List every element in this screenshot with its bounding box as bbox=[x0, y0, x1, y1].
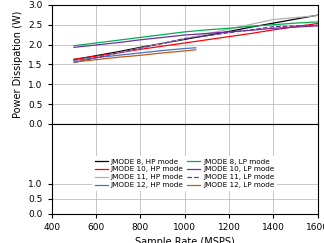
JMODE 8, HP mode bbox=[294, 18, 297, 21]
JMODE 12, HP mode bbox=[116, 54, 120, 57]
JMODE 11, LP mode bbox=[271, 25, 275, 28]
JMODE 10, HP mode bbox=[249, 32, 253, 35]
JMODE 10, LP mode bbox=[183, 34, 187, 36]
JMODE 11, HP mode bbox=[271, 18, 275, 21]
JMODE 10, LP mode bbox=[138, 38, 142, 41]
JMODE 12, HP mode bbox=[72, 59, 76, 62]
JMODE 12, HP mode bbox=[161, 49, 165, 52]
JMODE 12, LP mode bbox=[161, 52, 165, 54]
JMODE 10, LP mode bbox=[271, 27, 275, 30]
JMODE 11, HP mode bbox=[294, 16, 297, 19]
JMODE 11, LP mode bbox=[205, 34, 209, 37]
JMODE 8, LP mode bbox=[316, 20, 319, 23]
JMODE 8, HP mode bbox=[161, 42, 165, 45]
JMODE 8, LP mode bbox=[249, 25, 253, 28]
Line: JMODE 10, HP mode: JMODE 10, HP mode bbox=[74, 24, 318, 59]
JMODE 8, HP mode bbox=[249, 26, 253, 29]
JMODE 8, HP mode bbox=[72, 58, 76, 61]
JMODE 11, HP mode bbox=[138, 47, 142, 50]
JMODE 10, LP mode bbox=[316, 25, 319, 27]
JMODE 11, LP mode bbox=[249, 28, 253, 31]
JMODE 8, HP mode bbox=[271, 22, 275, 25]
Line: JMODE 8, LP mode: JMODE 8, LP mode bbox=[74, 22, 318, 46]
JMODE 11, HP mode bbox=[116, 52, 120, 54]
JMODE 10, LP mode bbox=[249, 29, 253, 32]
JMODE 10, HP mode bbox=[72, 58, 76, 61]
JMODE 11, LP mode bbox=[294, 25, 297, 27]
JMODE 11, LP mode bbox=[138, 47, 142, 50]
JMODE 8, HP mode bbox=[116, 50, 120, 53]
JMODE 8, LP mode bbox=[94, 42, 98, 44]
Line: JMODE 11, HP mode: JMODE 11, HP mode bbox=[74, 16, 318, 62]
JMODE 10, HP mode bbox=[183, 42, 187, 44]
JMODE 8, LP mode bbox=[205, 28, 209, 31]
JMODE 12, HP mode bbox=[183, 47, 187, 50]
JMODE 10, HP mode bbox=[205, 38, 209, 41]
Line: JMODE 8, HP mode: JMODE 8, HP mode bbox=[74, 15, 318, 60]
JMODE 10, LP mode bbox=[227, 30, 231, 33]
JMODE 11, HP mode bbox=[183, 37, 187, 40]
JMODE 8, HP mode bbox=[94, 54, 98, 57]
JMODE 11, HP mode bbox=[72, 61, 76, 64]
JMODE 8, HP mode bbox=[316, 14, 319, 17]
JMODE 8, LP mode bbox=[72, 44, 76, 47]
JMODE 10, HP mode bbox=[94, 55, 98, 58]
JMODE 12, HP mode bbox=[94, 56, 98, 59]
JMODE 8, HP mode bbox=[205, 34, 209, 37]
JMODE 11, HP mode bbox=[161, 42, 165, 45]
JMODE 12, LP mode bbox=[138, 54, 142, 57]
JMODE 11, HP mode bbox=[249, 23, 253, 26]
JMODE 10, HP mode bbox=[316, 22, 319, 25]
JMODE 10, HP mode bbox=[138, 48, 142, 51]
JMODE 12, LP mode bbox=[72, 61, 76, 63]
JMODE 8, HP mode bbox=[183, 38, 187, 41]
JMODE 11, LP mode bbox=[72, 61, 76, 64]
JMODE 8, HP mode bbox=[138, 46, 142, 49]
JMODE 10, LP mode bbox=[94, 43, 98, 46]
JMODE 10, HP mode bbox=[161, 45, 165, 48]
JMODE 8, LP mode bbox=[294, 22, 297, 25]
JMODE 8, LP mode bbox=[183, 30, 187, 33]
JMODE 11, HP mode bbox=[316, 14, 319, 17]
JMODE 8, LP mode bbox=[271, 23, 275, 26]
JMODE 8, LP mode bbox=[116, 39, 120, 42]
JMODE 10, LP mode bbox=[294, 26, 297, 29]
JMODE 8, HP mode bbox=[227, 30, 231, 33]
JMODE 12, LP mode bbox=[194, 48, 198, 51]
Line: JMODE 12, LP mode: JMODE 12, LP mode bbox=[74, 50, 196, 62]
JMODE 8, LP mode bbox=[227, 27, 231, 30]
JMODE 12, LP mode bbox=[183, 50, 187, 52]
JMODE 10, LP mode bbox=[161, 36, 165, 39]
Line: JMODE 10, LP mode: JMODE 10, LP mode bbox=[74, 26, 318, 47]
JMODE 10, HP mode bbox=[116, 52, 120, 54]
JMODE 11, HP mode bbox=[227, 28, 231, 31]
JMODE 12, LP mode bbox=[94, 58, 98, 61]
X-axis label: Sample Rate (MSPS): Sample Rate (MSPS) bbox=[135, 237, 235, 243]
JMODE 11, HP mode bbox=[205, 32, 209, 35]
JMODE 11, HP mode bbox=[94, 56, 98, 59]
JMODE 11, LP mode bbox=[94, 56, 98, 59]
JMODE 8, LP mode bbox=[161, 33, 165, 36]
JMODE 11, LP mode bbox=[183, 37, 187, 40]
JMODE 10, HP mode bbox=[271, 28, 275, 31]
Line: JMODE 11, LP mode: JMODE 11, LP mode bbox=[74, 25, 318, 62]
Legend: JMODE 8, HP mode, JMODE 10, HP mode, JMODE 11, HP mode, JMODE 12, HP mode, JMODE: JMODE 8, HP mode, JMODE 10, HP mode, JMO… bbox=[92, 156, 277, 191]
JMODE 11, LP mode bbox=[161, 42, 165, 45]
JMODE 10, LP mode bbox=[72, 46, 76, 49]
Y-axis label: Power Dissipation (W): Power Dissipation (W) bbox=[13, 11, 23, 118]
JMODE 10, HP mode bbox=[227, 35, 231, 38]
JMODE 10, LP mode bbox=[205, 32, 209, 35]
JMODE 10, HP mode bbox=[294, 25, 297, 28]
JMODE 10, LP mode bbox=[116, 41, 120, 44]
Line: JMODE 12, HP mode: JMODE 12, HP mode bbox=[74, 48, 196, 61]
JMODE 12, LP mode bbox=[116, 56, 120, 59]
JMODE 12, HP mode bbox=[194, 46, 198, 49]
JMODE 11, LP mode bbox=[116, 52, 120, 54]
JMODE 11, LP mode bbox=[227, 31, 231, 34]
JMODE 11, LP mode bbox=[316, 24, 319, 26]
JMODE 8, LP mode bbox=[138, 36, 142, 39]
JMODE 12, HP mode bbox=[138, 52, 142, 54]
